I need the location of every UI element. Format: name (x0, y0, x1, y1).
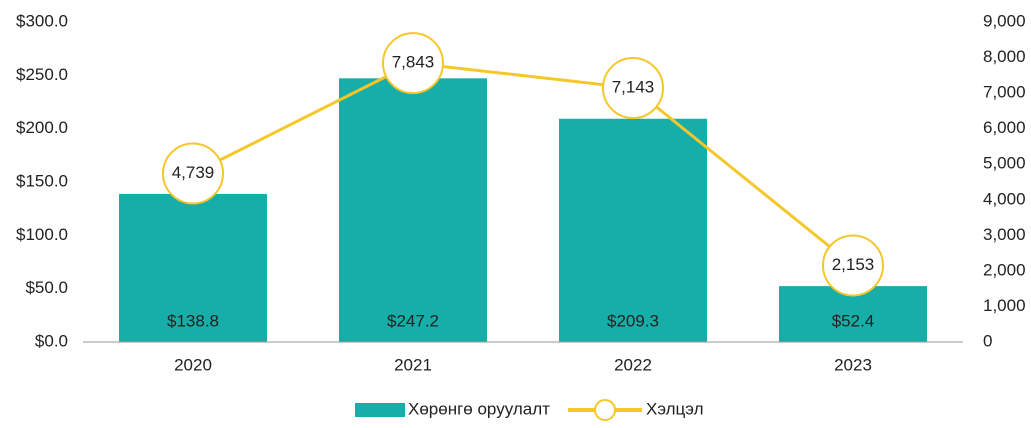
bar-value-label: $209.3 (607, 311, 659, 330)
x-tick-label: 2022 (614, 355, 652, 374)
y-tick-label: $250.0 (16, 65, 68, 84)
line-value-label: 2,153 (832, 255, 875, 274)
y2-tick-label: 1,000 (983, 296, 1026, 315)
bar (119, 193, 267, 342)
y2-tick-label: 0 (983, 331, 992, 350)
legend-marker (594, 399, 616, 421)
y-tick-label: $200.0 (16, 118, 68, 137)
bar-value-label: $247.2 (387, 311, 439, 330)
legend-swatch (355, 403, 405, 417)
legend-label: Хөрөнгө оруулалт (408, 399, 550, 418)
x-tick-label: 2021 (394, 355, 432, 374)
y2-tick-label: 6,000 (983, 118, 1026, 137)
y2-tick-label: 4,000 (983, 189, 1026, 208)
y-tick-label: $0.0 (35, 331, 68, 350)
x-tick-label: 2023 (834, 355, 872, 374)
line-value-label: 7,143 (612, 78, 655, 97)
y2-tick-label: 2,000 (983, 260, 1026, 279)
y2-tick-label: 5,000 (983, 154, 1026, 173)
bar (339, 78, 487, 342)
line-value-label: 4,739 (172, 163, 215, 182)
y-tick-label: $100.0 (16, 225, 68, 244)
y2-tick-label: 8,000 (983, 47, 1026, 66)
legend-label: Хэлцэл (646, 399, 704, 418)
y2-tick-label: 7,000 (983, 83, 1026, 102)
bar-value-label: $52.4 (832, 311, 875, 330)
y-tick-label: $300.0 (16, 11, 68, 30)
bar-value-label: $138.8 (167, 311, 219, 330)
y-tick-label: $150.0 (16, 171, 68, 190)
line-marker (822, 234, 884, 297)
line-marker (602, 57, 664, 120)
bar (559, 118, 707, 342)
line-marker (162, 142, 224, 205)
y2-tick-label: 9,000 (983, 11, 1026, 30)
line-marker (382, 32, 444, 95)
line (192, 61, 854, 267)
x-tick-label: 2020 (174, 355, 212, 374)
y2-tick-label: 3,000 (983, 225, 1026, 244)
line-value-label: 7,843 (392, 53, 435, 72)
y-tick-label: $50.0 (25, 278, 68, 297)
